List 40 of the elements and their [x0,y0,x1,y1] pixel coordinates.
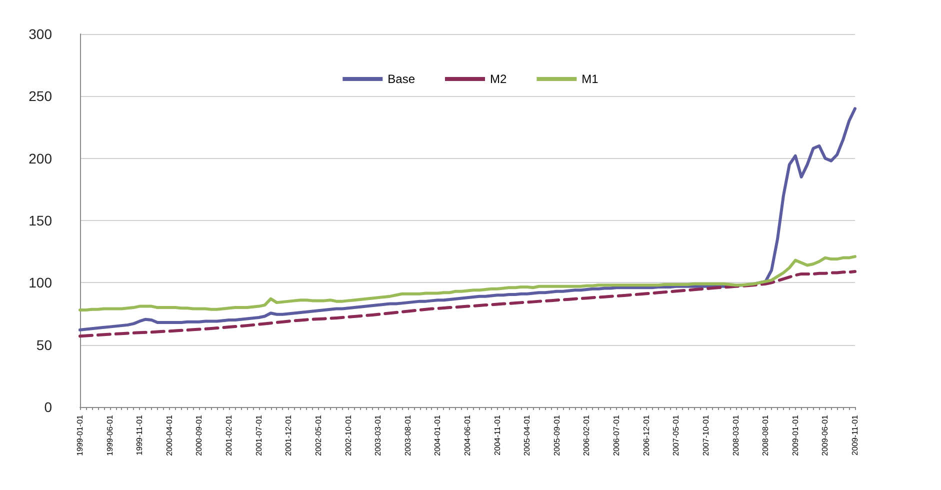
x-tick-label: 2006-07-01 [612,414,622,456]
y-tick-label: 150 [28,212,52,228]
x-tick-label: 2000-09-01 [194,414,204,456]
line-series [78,270,856,338]
x-tick-label: 2001-02-01 [224,414,234,456]
x-tick-label: 2002-05-01 [314,414,323,456]
x-tick-label: 2004-06-01 [463,414,472,456]
line-series [78,255,856,312]
x-tick-label: 2009-06-01 [820,414,830,456]
y-tick-label: 100 [28,274,52,291]
x-tick-label: 2001-07-01 [254,414,264,456]
x-tick-label: 2005-09-01 [552,414,562,456]
x-tick-label: 2006-12-01 [642,414,651,456]
x-tick-label: 1999-06-01 [105,414,114,456]
legend-label: M2 [490,72,507,86]
x-tick-label: 2009-11-01 [850,414,860,456]
y-tick-label: 300 [28,26,52,42]
x-tick-label: 2007-10-01 [701,414,710,456]
x-tick-label: 1999-11-01 [135,414,144,456]
x-tick-label: 2004-01-01 [433,414,442,456]
legend-label: Base [388,72,416,86]
x-tick-label: 2001-12-01 [284,414,294,456]
y-tick-label: 0 [44,399,52,415]
x-tick-label: 2003-03-01 [374,414,383,456]
y-tick-label: 250 [28,88,52,104]
y-tick-label: 200 [28,150,52,166]
line-series [78,107,856,332]
x-tick-label: 2000-04-01 [164,414,174,456]
x-tick-label: 2008-03-01 [731,414,740,456]
legend-label: M1 [582,72,599,86]
x-tick-label: 1999-01-01 [76,414,84,456]
x-tick-label: 2002-10-01 [344,414,353,456]
x-tick-label: 2007-05-01 [672,414,681,456]
x-tick-label: 2005-04-01 [522,414,532,456]
x-tick-label: 2003-08-01 [403,414,412,456]
x-tick-label: 2009-01-01 [790,414,800,456]
x-tick-label: 2008-08-01 [761,414,770,456]
x-tick-label: 2004-11-01 [492,414,502,456]
x-tick-label: 2006-02-01 [582,414,592,456]
y-tick-label: 50 [36,336,52,353]
